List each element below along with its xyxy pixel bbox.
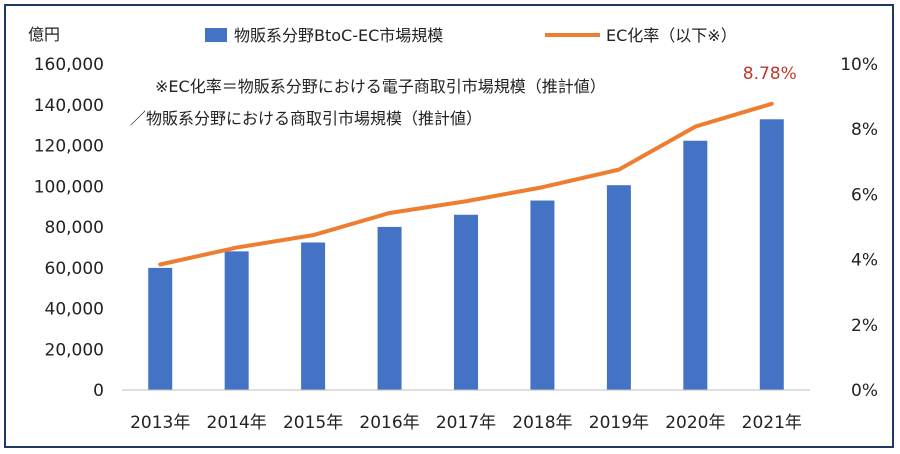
right-tick-label: 8% xyxy=(851,120,878,140)
bar xyxy=(148,267,173,390)
x-tick-label: 2016年 xyxy=(359,413,419,433)
x-tick-label: 2018年 xyxy=(512,413,572,433)
bar xyxy=(759,119,784,390)
line-point xyxy=(770,102,774,106)
line-point xyxy=(464,199,468,203)
line-point xyxy=(158,262,162,266)
line-point xyxy=(388,211,392,215)
left-axis: 0 20,000 40,000 60,000 80,000 100,000 120,000 1… xyxy=(34,55,104,401)
bar xyxy=(530,200,555,390)
x-tick-label: 2015年 xyxy=(283,413,343,433)
left-tick-label: 160,000 xyxy=(34,55,104,75)
left-tick-label: 20,000 xyxy=(45,340,104,360)
legend-bar-label: 物販系分野BtoC-EC市場規模 xyxy=(234,26,443,45)
bar xyxy=(683,140,708,390)
x-tick-label: 2021年 xyxy=(742,413,802,433)
left-tick-label: 100,000 xyxy=(34,177,104,197)
bar xyxy=(377,226,402,390)
x-tick-label: 2014年 xyxy=(207,413,267,433)
line-point xyxy=(617,168,621,172)
data-label: 8.78% xyxy=(743,64,797,84)
left-tick-label: 140,000 xyxy=(34,96,104,116)
line-series: 8.78% xyxy=(158,64,797,267)
left-tick-label: 120,000 xyxy=(34,137,104,157)
right-tick-label: 10% xyxy=(840,55,878,75)
right-axis: 0% 2% 4% 6% 8% 10% xyxy=(840,55,878,401)
bar xyxy=(454,214,478,390)
right-tick-label: 6% xyxy=(851,185,878,205)
left-axis-unit-label: 億円 xyxy=(28,25,60,44)
note-line-2: ／物販系分野における商取引市場規模（推計値） xyxy=(130,109,482,128)
left-tick-label: 40,000 xyxy=(45,300,104,320)
x-tick-label: 2020年 xyxy=(665,413,725,433)
legend: 物販系分野BtoC-EC市場規模 EC化率（以下※） xyxy=(205,26,737,45)
line-point xyxy=(540,185,544,189)
line-point xyxy=(235,246,239,250)
left-tick-label: 60,000 xyxy=(45,259,104,279)
right-tick-label: 4% xyxy=(851,251,878,271)
bar xyxy=(301,242,326,390)
bar-series xyxy=(148,119,784,390)
note-line-1: ※EC化率＝物販系分野における電子商取引市場規模（推計値） xyxy=(155,77,606,96)
x-tick-label: 2013年 xyxy=(130,413,190,433)
x-axis: 2013年 2014年 2015年 2016年 2017年 2018年 2019年 2020年… xyxy=(130,413,802,433)
left-tick-label: 0 xyxy=(93,381,104,401)
line-point xyxy=(311,233,315,237)
bar xyxy=(224,251,249,390)
x-tick-label: 2019年 xyxy=(589,413,649,433)
line-point xyxy=(693,125,697,129)
right-tick-label: 0% xyxy=(851,381,878,401)
legend-line-label: EC化率（以下※） xyxy=(606,26,737,45)
x-tick-label: 2017年 xyxy=(436,413,496,433)
bar xyxy=(606,185,631,390)
legend-bar-swatch xyxy=(205,28,227,42)
left-tick-label: 80,000 xyxy=(45,218,104,238)
right-tick-label: 2% xyxy=(851,316,878,336)
